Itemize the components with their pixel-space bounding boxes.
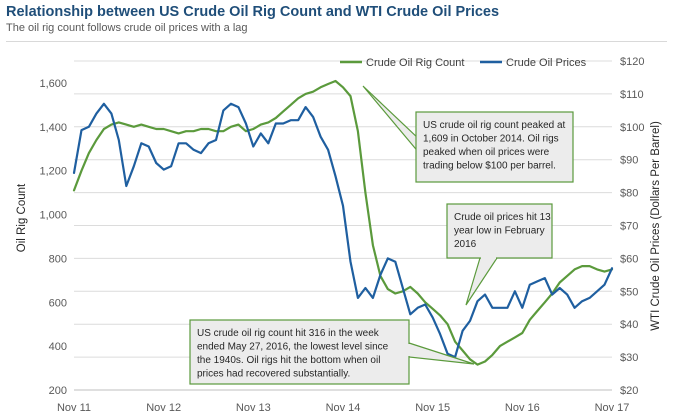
callout-text-line: 1,609 in October 2014. Oil rigs bbox=[423, 134, 559, 145]
x-tick-label: Nov 15 bbox=[415, 402, 450, 414]
callout-text-line: the 1940s. Oil rigs hit the bottom when … bbox=[197, 355, 380, 366]
right-tick-label: $80 bbox=[620, 188, 638, 200]
left-tick-label: 1,000 bbox=[39, 210, 67, 222]
callout-box bbox=[189, 319, 410, 385]
x-tick-label: Nov 13 bbox=[236, 402, 271, 414]
callout-peak: US crude oil rig count peaked at 1,609 in… bbox=[362, 85, 574, 183]
right-tick-label: $120 bbox=[620, 56, 644, 68]
right-axis-ticks: $20 $30 $40 $50 $60 $70 $80 $90 $100 $110 $120 bbox=[620, 56, 644, 397]
callout-text-line: trading below $100 per barrel. bbox=[423, 161, 556, 172]
legend-label: Crude Oil Rig Count bbox=[366, 57, 464, 69]
right-tick-label: $70 bbox=[620, 221, 638, 233]
series-line-oil-prices bbox=[72, 102, 614, 359]
right-tick-label: $60 bbox=[620, 253, 638, 265]
right-tick-label: $90 bbox=[620, 155, 638, 167]
left-tick-label: 200 bbox=[49, 385, 67, 397]
left-tick-label: 1,400 bbox=[39, 122, 67, 134]
right-tick-label: $40 bbox=[620, 319, 638, 331]
chart-title: Relationship between US Crude Oil Rig Co… bbox=[6, 4, 500, 20]
right-tick-label: $50 bbox=[620, 286, 638, 298]
right-tick-label: $20 bbox=[620, 385, 638, 397]
callout-low: Crude oil prices hit 13 year low in Febru… bbox=[446, 203, 553, 306]
callouts: US crude oil rig count peaked at 1,609 in… bbox=[189, 85, 574, 385]
left-axis-title: Oil Rig Count bbox=[16, 183, 28, 252]
callout-text-line: US crude oil rig count hit 316 in the we… bbox=[197, 328, 380, 339]
callout-text-line: year low in February bbox=[454, 226, 545, 237]
callout-box bbox=[446, 203, 553, 259]
left-tick-label: 1,200 bbox=[39, 166, 67, 178]
callout-text-line: Crude oil prices hit 13 bbox=[454, 212, 551, 223]
right-tick-label: $100 bbox=[620, 122, 644, 134]
series-layer bbox=[72, 79, 614, 366]
series-line-rig-count bbox=[72, 79, 614, 366]
callout-text-line: 2016 bbox=[454, 239, 477, 250]
title-divider bbox=[6, 41, 667, 42]
left-tick-label: 800 bbox=[49, 253, 67, 265]
callout-bottom: US crude oil rig count hit 316 in the we… bbox=[189, 319, 475, 385]
x-tick-label: Nov 12 bbox=[146, 402, 181, 414]
callout-text-line: prices had recovered substantially. bbox=[197, 369, 350, 380]
chart-subtitle: The oil rig count follows crude oil pric… bbox=[6, 22, 248, 34]
callout-text-line: peaked when oil prices were bbox=[423, 147, 550, 158]
left-axis-ticks: 200 400 600 800 1,000 1,200 1,400 1,600 bbox=[39, 78, 67, 397]
right-axis-title: WTI Crude Oil Prices (Dollars Per Barrel… bbox=[650, 121, 662, 331]
left-tick-label: 1,600 bbox=[39, 78, 67, 90]
x-tick-label: Nov 16 bbox=[505, 402, 540, 414]
x-tick-label: Nov 11 bbox=[57, 402, 91, 414]
callout-text-line: ended May 27, 2016, the lowest level sin… bbox=[197, 342, 389, 353]
x-axis-ticks: Nov 11 Nov 12 Nov 13 Nov 14 Nov 15 Nov 16 Nov … bbox=[57, 402, 629, 414]
callout-pointer bbox=[362, 85, 421, 156]
left-tick-label: 400 bbox=[49, 341, 67, 353]
right-tick-label: $110 bbox=[620, 89, 644, 101]
right-tick-label: $30 bbox=[620, 352, 638, 364]
legend-label: Crude Oil Prices bbox=[506, 57, 587, 69]
left-tick-label: 600 bbox=[49, 297, 67, 309]
legend: Crude Oil Rig Count Crude Oil Prices bbox=[340, 57, 587, 69]
callout-text-line: US crude oil rig count peaked at bbox=[423, 120, 566, 131]
callout-box bbox=[415, 111, 574, 183]
x-tick-label: Nov 17 bbox=[595, 402, 630, 414]
x-tick-label: Nov 14 bbox=[326, 402, 361, 414]
